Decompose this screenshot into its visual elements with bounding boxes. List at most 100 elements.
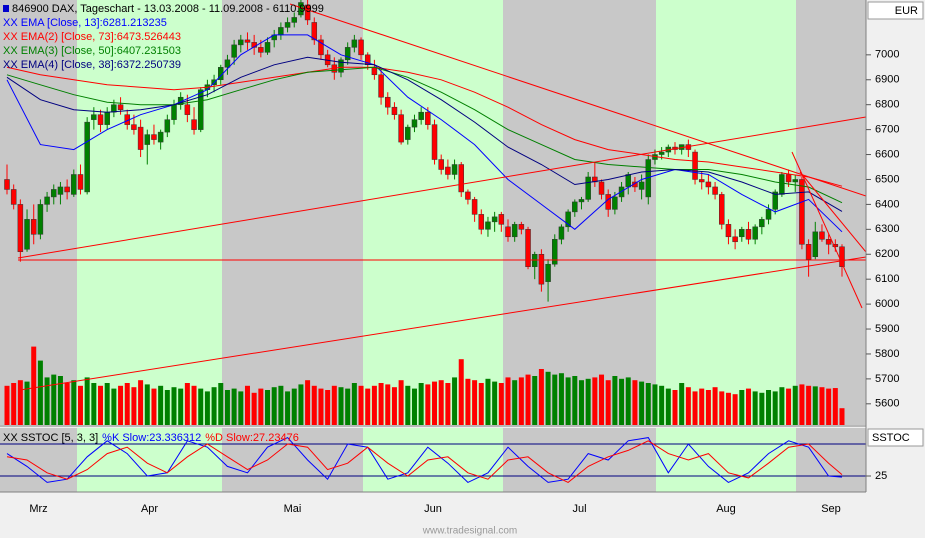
- volume-bar: [652, 384, 658, 425]
- candle-body: [518, 224, 525, 230]
- volume-bar: [665, 388, 671, 425]
- candle-body: [558, 226, 565, 240]
- volume-bar: [812, 386, 818, 425]
- candle-body: [258, 47, 264, 53]
- volume-bar: [452, 377, 458, 425]
- candle-body: [825, 239, 832, 245]
- candle-body: [44, 196, 50, 205]
- volume-bar: [432, 381, 438, 425]
- volume-bar: [719, 391, 725, 425]
- volume-bar: [418, 383, 424, 425]
- volume-bar: [298, 384, 304, 425]
- volume-bar: [565, 377, 571, 425]
- y-tick-label: 5600: [875, 398, 899, 410]
- month-band: [796, 0, 866, 425]
- candle-body: [465, 191, 471, 200]
- candle-body: [97, 114, 104, 125]
- volume-bar: [238, 391, 244, 425]
- volume-bar: [244, 385, 250, 425]
- volume-bar: [745, 388, 751, 425]
- y-tick-label: 6100: [875, 273, 899, 285]
- trend-lines: [17, 3, 866, 391]
- candle-body: [411, 119, 418, 128]
- candle-body: [505, 226, 511, 238]
- candle-body: [77, 174, 84, 190]
- y-tick-label: 25: [875, 470, 887, 482]
- candle-body: [638, 181, 645, 190]
- candle-body: [17, 204, 24, 253]
- candle-body: [785, 174, 792, 183]
- y-tick-label: 5800: [875, 348, 899, 360]
- volume-bar: [37, 360, 43, 425]
- volume-bar: [57, 376, 63, 425]
- volume-bar: [358, 385, 364, 425]
- candle-body: [144, 134, 151, 145]
- x-tick-label: Aug: [716, 503, 736, 515]
- volume-bar: [712, 387, 718, 425]
- candle-body: [151, 134, 157, 140]
- volume-bar: [51, 374, 57, 425]
- candle-body: [598, 181, 605, 195]
- volume-bar: [826, 388, 832, 425]
- volume-bar: [512, 380, 518, 425]
- candle-body: [719, 194, 725, 225]
- candle-body: [24, 219, 30, 250]
- volume-bar: [204, 391, 210, 425]
- legend-entry: XX EMA(4) [Close, 38]:6372.250739: [3, 59, 181, 71]
- volume-bar: [91, 383, 97, 425]
- candle-body: [311, 22, 318, 41]
- candle-body: [30, 219, 37, 235]
- month-band: [0, 428, 77, 492]
- candle-body: [712, 186, 718, 195]
- volume-bar: [391, 387, 397, 425]
- volume-bar: [285, 391, 291, 425]
- volume-bar: [311, 385, 317, 425]
- candle-body: [612, 196, 618, 210]
- volume-bar: [64, 383, 70, 425]
- candle-body: [511, 224, 518, 238]
- legend-entry: %D Slow:27.23476: [205, 432, 299, 444]
- y-tick-label: 6800: [875, 99, 899, 111]
- candle-body: [572, 201, 578, 213]
- volume-bar: [532, 376, 538, 425]
- candle-body: [10, 189, 17, 205]
- volume-bar: [84, 377, 90, 425]
- candle-body: [658, 151, 665, 155]
- candle-body: [398, 114, 404, 143]
- volume-bar: [104, 383, 110, 425]
- volume-bar: [385, 384, 391, 425]
- volume-bar: [44, 377, 50, 425]
- volume-bar: [258, 388, 264, 425]
- volume-bar: [351, 383, 357, 425]
- backgrounds: [0, 0, 866, 492]
- trend-line: [799, 171, 866, 253]
- volume-bar: [325, 390, 331, 425]
- volume-bar: [685, 387, 691, 425]
- candle-body: [552, 239, 558, 265]
- volume-bar: [552, 374, 558, 425]
- candle-body: [385, 96, 391, 108]
- month-band: [222, 428, 363, 492]
- candle-body: [692, 151, 698, 180]
- volume-bar: [425, 384, 431, 425]
- volume-bar: [11, 383, 17, 425]
- volume-bar: [458, 359, 464, 425]
- legend-icon: [3, 5, 9, 12]
- volume-bar: [572, 376, 578, 425]
- volume-bar: [438, 380, 444, 425]
- y-tick-label: 6500: [875, 173, 899, 185]
- candle-body: [304, 4, 311, 21]
- candle-body: [799, 179, 805, 245]
- volume-bar: [318, 388, 324, 425]
- candle-body: [451, 164, 458, 175]
- month-band: [796, 428, 866, 492]
- volume-bar: [98, 385, 104, 425]
- month-band: [503, 428, 656, 492]
- candle-body: [184, 104, 191, 115]
- candle-body: [191, 119, 197, 130]
- volume-bar: [752, 391, 758, 425]
- candle-body: [705, 181, 712, 188]
- volume-bar: [578, 380, 584, 425]
- volume-bar: [405, 385, 411, 425]
